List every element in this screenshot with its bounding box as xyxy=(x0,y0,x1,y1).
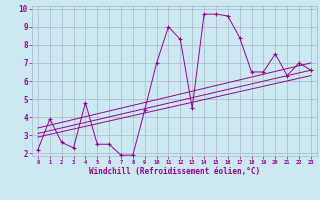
X-axis label: Windchill (Refroidissement éolien,°C): Windchill (Refroidissement éolien,°C) xyxy=(89,167,260,176)
